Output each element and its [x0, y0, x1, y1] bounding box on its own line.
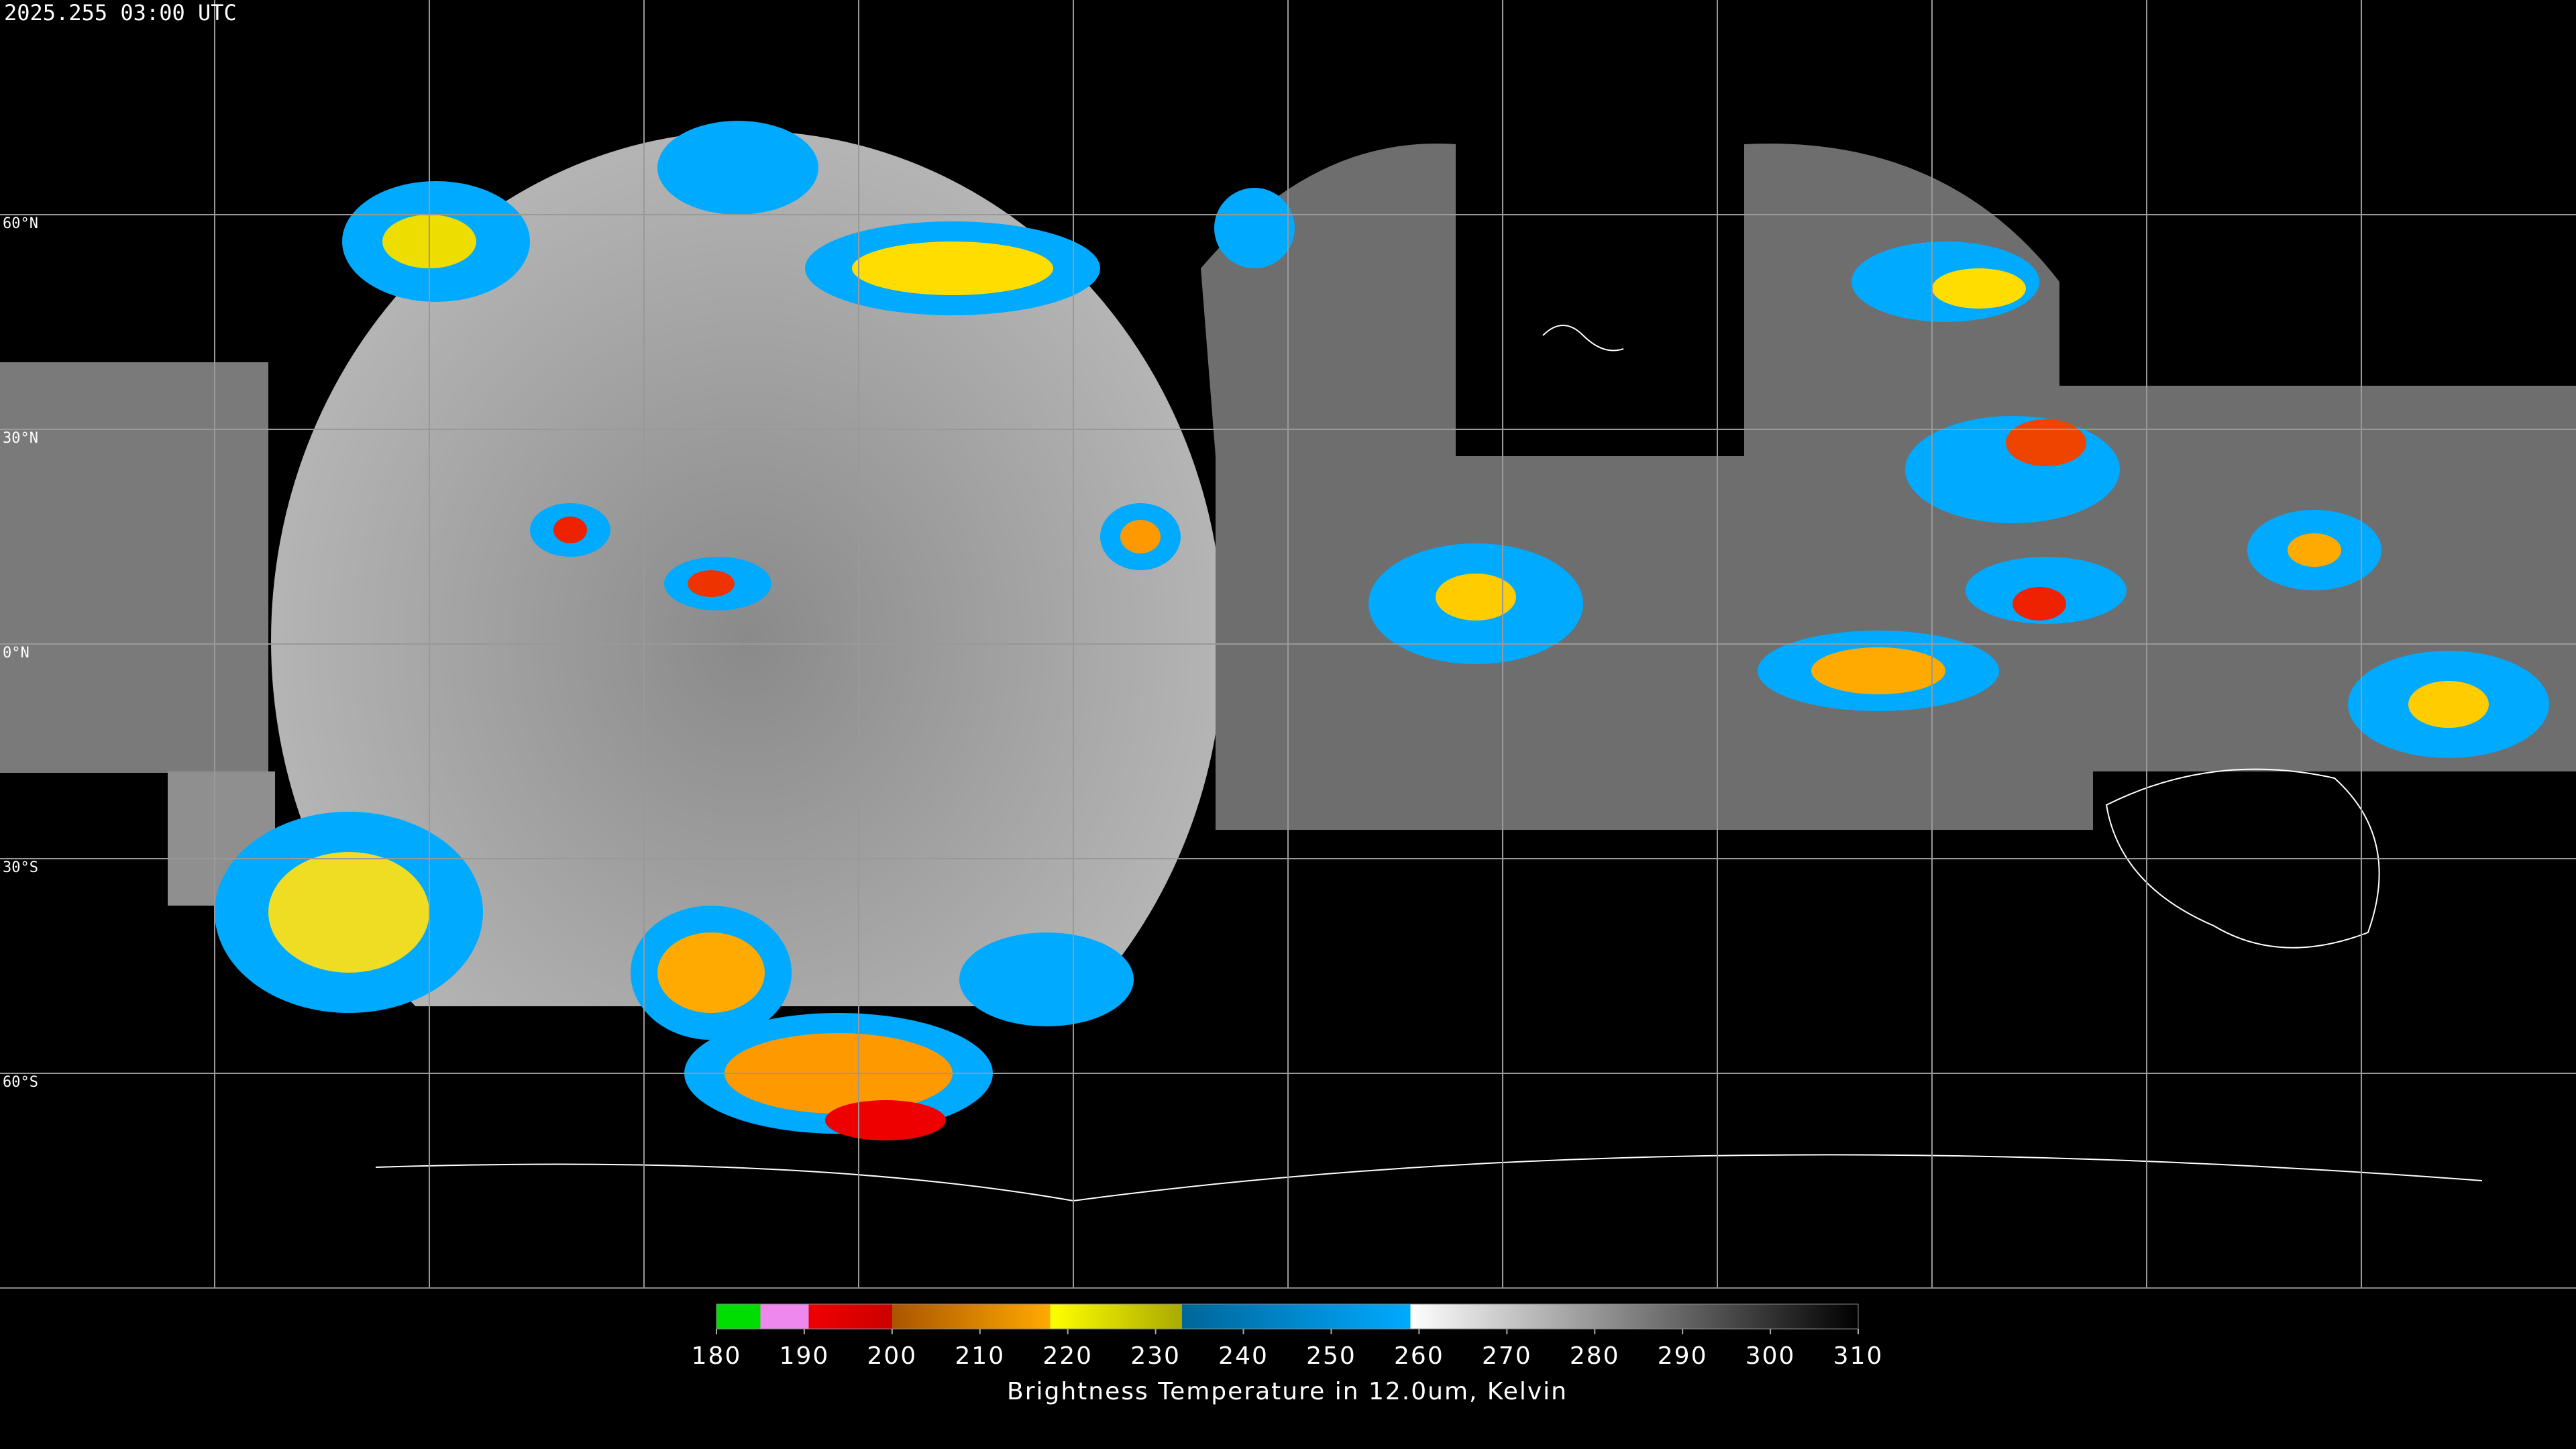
colorbar-tick-label: 250 — [1306, 1342, 1356, 1370]
lat-label: 30°S — [3, 859, 38, 876]
lat-label: 0°N — [3, 645, 30, 661]
timestamp: 2025.255 03:00 UTC — [4, 0, 237, 25]
colorbar-tick-label: 180 — [692, 1342, 742, 1370]
colorbar-label: Brightness Temperature in 12.0um, Kelvin — [1007, 1378, 1568, 1405]
colorbar-tick-label: 270 — [1482, 1342, 1532, 1370]
lat-label: 60°S — [3, 1074, 38, 1091]
colorbar-tick-label: 260 — [1394, 1342, 1444, 1370]
colorbar-tick-label: 310 — [1833, 1342, 1884, 1370]
colorbar-tick-label: 300 — [1746, 1342, 1796, 1370]
colorbar-tick-label: 240 — [1218, 1342, 1269, 1370]
graticule — [0, 0, 2576, 1288]
colorbar-tick-label: 220 — [1042, 1342, 1093, 1370]
colorbar-tick-label: 290 — [1658, 1342, 1708, 1370]
colorbar-tick-label: 230 — [1130, 1342, 1181, 1370]
lat-label: 60°N — [3, 215, 38, 232]
lat-label: 30°N — [3, 430, 38, 447]
colorbar-tick-label: 190 — [780, 1342, 830, 1370]
colorbar-tick-label: 280 — [1570, 1342, 1620, 1370]
colorbar — [716, 1303, 1859, 1330]
imagery — [0, 121, 2576, 1202]
colorbar-tick-label: 200 — [867, 1342, 917, 1370]
colorbar-tick-label: 210 — [955, 1342, 1005, 1370]
